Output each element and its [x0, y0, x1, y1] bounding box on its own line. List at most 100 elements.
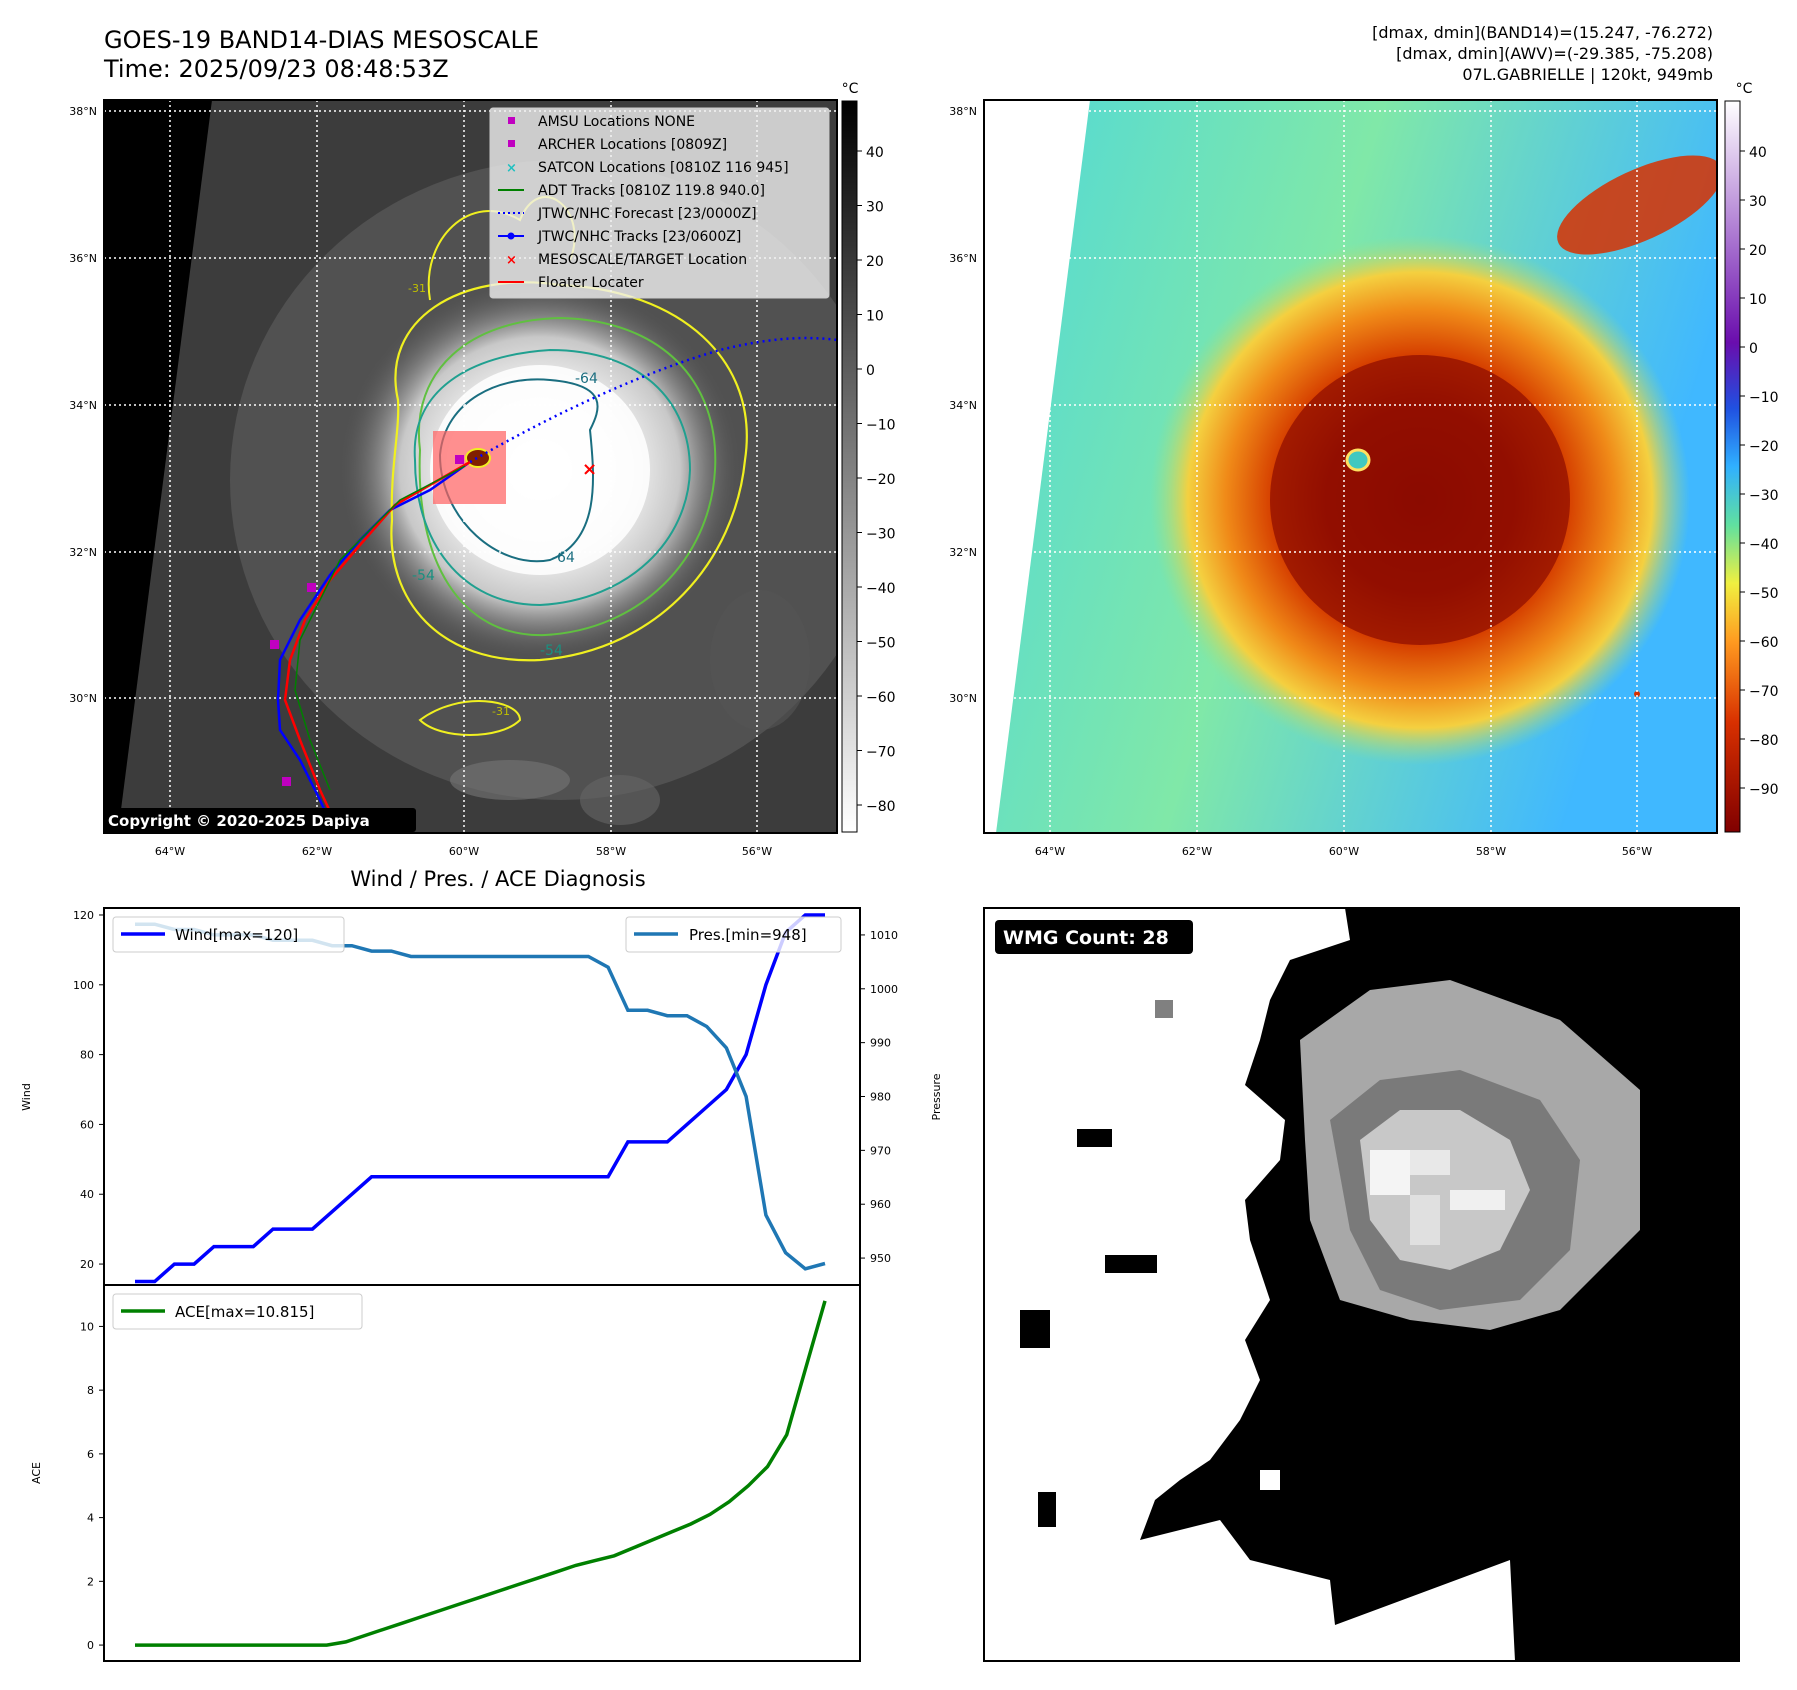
diagnosis-title: Wind / Pres. / ACE Diagnosis: [350, 867, 645, 891]
colorbar-color-tick-label: 40: [1749, 145, 1767, 161]
colorbar-gray-tick-label: −40: [866, 581, 896, 597]
wind-axis-label: Wind: [20, 1083, 33, 1111]
lon-label-r64: 64°W: [1035, 845, 1065, 858]
colorbar-color-tick-label: −80: [1749, 733, 1779, 749]
wind-tick-label: 80: [80, 1049, 94, 1062]
contour-label-5: -54: [540, 643, 563, 659]
contour-54: [413, 348, 692, 607]
lat-label-36: 36°N: [69, 252, 97, 265]
eye-colored: [1345, 448, 1371, 472]
lon-label-r60: 60°W: [1329, 845, 1359, 858]
colorbar-color-tick-label: 30: [1749, 194, 1767, 210]
ace-tick-label: 2: [87, 1575, 94, 1588]
wmg-frame: [983, 907, 1740, 1662]
wind-tick-label: 60: [80, 1118, 94, 1131]
wind-series-line: [135, 913, 825, 1284]
stats-line2: [dmax, dmin](AWV)=(-29.385, -75.208): [1396, 44, 1713, 63]
stats-line3: 07L.GABRIELLE | 120kt, 949mb: [1462, 65, 1713, 84]
lat-label-32: 32°N: [69, 546, 97, 559]
lon-label-r56: 56°W: [1622, 845, 1652, 858]
lon-label-58: 58°W: [596, 845, 626, 858]
colorbar-color-tick-label: 0: [1749, 341, 1758, 357]
ace-legend: ACE[max=10.815]: [112, 1293, 363, 1330]
copyright-box: [104, 808, 416, 832]
eye-marker: [465, 448, 491, 468]
colorbar-gray-tick-label: −50: [866, 636, 896, 652]
forecast-track: [469, 336, 837, 464]
lat-label-r36: 36°N: [949, 252, 977, 265]
contour-label-4: -64: [575, 371, 598, 387]
ace-legend-label: ACE[max=10.815]: [175, 1303, 314, 1321]
colorbar-color-tick-label: −40: [1749, 537, 1779, 553]
color-map-lat-labels: 38°N 36°N 34°N 32°N 30°N: [949, 105, 977, 705]
colorbar-gray-tick-label: −80: [866, 799, 896, 815]
pressure-tick-label: 950: [870, 1252, 891, 1265]
colorbar-gray: °C 40 30 20 10 0 −10 −20 −30 −40 −50 −60 −70 −80: [841, 81, 896, 833]
pressure-legend: Pres.[min=948]: [625, 916, 842, 953]
colorbar-color-tick-label: 10: [1749, 292, 1767, 308]
lon-label-56: 56°W: [742, 845, 772, 858]
color-map-frame: [983, 99, 1718, 834]
ace-series-line: [135, 1300, 827, 1647]
lon-label-62: 62°W: [302, 845, 332, 858]
colorbar-color-tick-label: 20: [1749, 243, 1767, 259]
ace-ticks: 0 2 4 6 8 10: [80, 1320, 104, 1652]
title-line1: GOES-19 BAND14-DIAS MESOSCALE: [104, 26, 540, 54]
contour-label-2: -54: [412, 568, 435, 584]
no-data-region: [104, 100, 212, 833]
ir-map-lat-labels: 38°N 36°N 34°N 32°N 30°N: [69, 105, 97, 705]
lat-label-r38: 38°N: [949, 105, 977, 118]
lon-label-64: 64°W: [155, 845, 185, 858]
legend-amsu: AMSU Locations NONE: [538, 114, 695, 130]
contour-label-6: -31: [492, 705, 510, 718]
ace-tick-label: 10: [80, 1320, 94, 1333]
wind-tick-label: 20: [80, 1258, 94, 1271]
ir-map-panel: -31 -54 -64 -64 -54 -31 ×: [104, 100, 837, 833]
colorbar-gray-tick-label: −30: [866, 527, 896, 543]
wind-legend: Wind[max=120]: [112, 916, 345, 953]
legend-adt: ADT Tracks [0810Z 119.8 940.0]: [538, 183, 765, 199]
wmg-count-box: [995, 920, 1193, 954]
adt-track: [294, 465, 466, 791]
wind-legend-label: Wind[max=120]: [175, 926, 298, 944]
lon-label-r62: 62°W: [1182, 845, 1212, 858]
colorbar-color-tick-label: −50: [1749, 586, 1779, 602]
lat-label-r30: 30°N: [949, 692, 977, 705]
target-x-marker: ×: [582, 459, 597, 480]
ace-plot: [103, 1284, 861, 1662]
wind-tick-label: 120: [73, 909, 94, 922]
contour-64: [438, 378, 599, 563]
colorbar-color-tick-label: −60: [1749, 635, 1779, 651]
lat-label-r34: 34°N: [949, 399, 977, 412]
pressure-legend-label: Pres.[min=948]: [689, 926, 807, 944]
ace-tick-label: 8: [87, 1384, 94, 1397]
colorbar-color: °C 40 30 20 10 0 −10 −20 −30 −40 −50 −60 −70 −80 −90: [1724, 81, 1779, 833]
pressure-axis-label: Pressure: [930, 1073, 943, 1120]
wind-tick-label: 100: [73, 979, 94, 992]
wind-pressure-plot: [103, 907, 861, 1286]
color-map-gridlines: [984, 100, 1717, 833]
ir-map-frame: [103, 99, 838, 834]
copyright-text: Copyright © 2020-2025 Dapiya: [108, 812, 370, 830]
pressure-tick-label: 960: [870, 1198, 891, 1211]
legend-mesoscale: MESOSCALE/TARGET Location: [538, 252, 747, 268]
pressure-tick-label: 1010: [870, 929, 898, 942]
colorbar-gray-tick-label: 40: [866, 145, 884, 161]
lat-label-34: 34°N: [69, 399, 97, 412]
wmg-count-label: WMG Count: 28: [1003, 927, 1169, 949]
contour-41: [417, 316, 717, 637]
colorbar-color-tick-label: −20: [1749, 439, 1779, 455]
stats-block: [dmax, dmin](BAND14)=(15.247, -76.272) […: [1372, 22, 1713, 85]
lon-label-60: 60°W: [449, 845, 479, 858]
colorbar-gray-tick-label: −60: [866, 690, 896, 706]
ir-map-lon-labels: 64°W 62°W 60°W 58°W 56°W: [155, 845, 772, 858]
colorbar-gray-tick-label: 20: [866, 254, 884, 270]
colorbar-color-tick-label: −30: [1749, 488, 1779, 504]
contour-label-3: -64: [552, 550, 575, 566]
ace-tick-label: 4: [87, 1512, 94, 1525]
lat-label-30: 30°N: [69, 692, 97, 705]
floater-track: [283, 460, 471, 833]
ace-tick-label: 6: [87, 1448, 94, 1461]
pressure-tick-label: 980: [870, 1091, 891, 1104]
colorbar-color-tick-label: −90: [1749, 782, 1779, 798]
